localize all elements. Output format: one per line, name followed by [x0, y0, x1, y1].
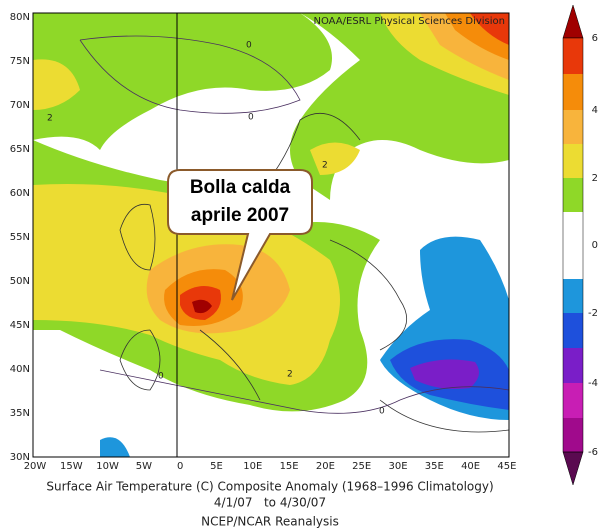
caption-title: Surface Air Temperature (C) Composite An… — [46, 480, 493, 494]
longitude-label: 30E — [388, 461, 407, 472]
longitude-label: 15E — [280, 461, 299, 472]
anomaly-light-blue — [100, 437, 130, 457]
longitude-label: 10E — [243, 461, 262, 472]
callout-line: aprile 2007 — [191, 205, 289, 226]
contour-label: 0 — [379, 407, 385, 417]
latitude-label: 60N — [10, 188, 30, 199]
coastline — [119, 112, 509, 433]
latitude-label: 45N — [10, 320, 30, 331]
anomaly-red — [470, 13, 509, 45]
colorbar-label: 0 — [592, 240, 598, 251]
longitude-label: 20E — [316, 461, 335, 472]
longitude-label: 5W — [136, 461, 152, 472]
colorbar-label: -6 — [588, 447, 598, 458]
callout-line: Bolla calda — [190, 177, 291, 198]
latitude-label: 75N — [10, 56, 30, 67]
contour-label: 2 — [287, 370, 293, 380]
longitude-label: 10W — [96, 461, 119, 472]
latitude-label: 40N — [10, 364, 30, 375]
latitude-label: 30N — [10, 452, 30, 463]
colorbar-label: 4 — [592, 105, 598, 116]
anomaly-yellow — [33, 59, 80, 110]
colorbar-label: 6 — [592, 33, 598, 44]
contour-label: 0 — [248, 113, 254, 123]
contour-label: 2 — [322, 161, 328, 171]
contour-label: 2 — [47, 114, 53, 124]
anomaly-dark-red — [192, 299, 212, 314]
colorbar — [562, 4, 584, 486]
latitude-label: 35N — [10, 408, 30, 419]
header: NOAA/ESRL Physical Sciences Division — [314, 16, 506, 27]
latitude-label: 50N — [10, 276, 30, 287]
anomaly-yellow — [310, 142, 360, 175]
longitude-label: 35E — [425, 461, 444, 472]
contour-label: 0 — [158, 372, 164, 382]
latitude-label: 80N — [10, 12, 30, 23]
longitude-label: 20W — [24, 461, 47, 472]
colorbar-label: -4 — [588, 378, 598, 389]
colorbar-label: 2 — [592, 173, 598, 184]
map-field — [33, 13, 509, 457]
latitude-label: 55N — [10, 232, 30, 243]
anomaly-purple — [410, 359, 479, 389]
longitude-label: 5E — [210, 461, 223, 472]
contour-label: 0 — [246, 41, 252, 51]
latitude-label: 65N — [10, 144, 30, 155]
longitude-label: 45E — [497, 461, 516, 472]
callout-bubble — [167, 169, 313, 301]
colorbar-label: -2 — [588, 308, 598, 319]
contour — [79, 35, 509, 414]
map-frame — [32, 12, 510, 458]
caption-dates: 4/1/07 to 4/30/07 — [214, 496, 326, 510]
latitude-label: 70N — [10, 100, 30, 111]
longitude-label: 40E — [461, 461, 480, 472]
longitude-label: 0 — [177, 461, 183, 472]
longitude-label: 15W — [60, 461, 83, 472]
anomaly-green — [33, 13, 332, 150]
caption-source: NCEP/NCAR Reanalysis — [201, 515, 339, 529]
longitude-label: 25E — [352, 461, 371, 472]
